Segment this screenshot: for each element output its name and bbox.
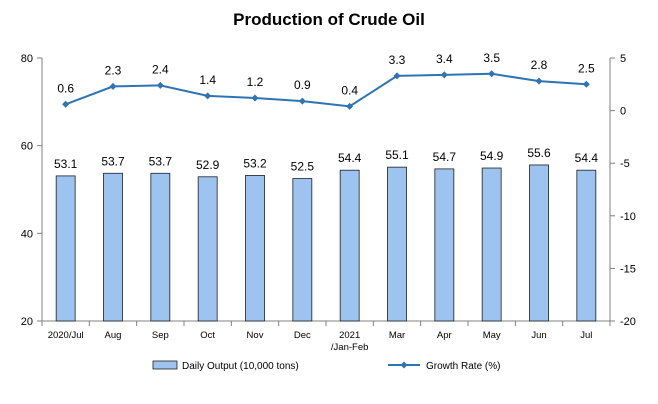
line-value-label: 0.6 bbox=[57, 81, 74, 95]
bar bbox=[150, 172, 171, 322]
y-left-tick-label: 80 bbox=[21, 53, 33, 65]
line-value-label: 2.3 bbox=[105, 63, 122, 77]
line-value-label: 0.4 bbox=[341, 83, 358, 97]
bar bbox=[339, 169, 360, 322]
line-marker bbox=[535, 77, 543, 85]
line-marker bbox=[440, 71, 448, 79]
y-right-tick-label: -10 bbox=[620, 211, 636, 223]
line-value-label: 3.3 bbox=[389, 53, 406, 67]
bar-value-label: 53.7 bbox=[101, 154, 125, 168]
y-right-tick-label: -15 bbox=[620, 263, 636, 275]
bar-series bbox=[55, 164, 597, 322]
line-marker bbox=[204, 92, 212, 100]
y-right-tick-label: -5 bbox=[620, 158, 630, 170]
x-tick-label: 2020/Jul bbox=[48, 330, 84, 341]
y-left-tick-label: 40 bbox=[21, 228, 33, 240]
bar bbox=[103, 172, 123, 322]
data-labels: 53.1 53.7 53.7 52.9 53.2 52.5 54.4 55.1 54.7 54.9… bbox=[54, 51, 598, 174]
growth-line bbox=[65, 72, 587, 108]
bar bbox=[197, 176, 218, 322]
x-tick-label: May bbox=[483, 330, 501, 341]
line-value-label: 1.2 bbox=[247, 75, 264, 89]
line-value-label: 2.8 bbox=[531, 58, 548, 72]
line-marker bbox=[298, 97, 306, 105]
y-left-tick-label: 20 bbox=[21, 316, 33, 328]
line-value-label: 2.5 bbox=[578, 61, 595, 75]
line-marker bbox=[109, 82, 117, 90]
line-value-label: 1.4 bbox=[199, 73, 216, 87]
line-series bbox=[62, 70, 590, 110]
x-tick-label: Apr bbox=[437, 330, 452, 341]
x-tick-label: Sep bbox=[152, 330, 169, 341]
line-value-label: 0.9 bbox=[294, 78, 311, 92]
line-marker bbox=[62, 100, 70, 108]
bar-value-label: 52.5 bbox=[291, 160, 315, 174]
bar bbox=[55, 175, 76, 322]
legend-label-line: Growth Rate (%) bbox=[426, 361, 500, 372]
line-marker bbox=[251, 94, 259, 102]
bar-value-label: 54.4 bbox=[575, 151, 599, 165]
x-tick-label: Jun bbox=[531, 330, 546, 341]
y-right-tick-label: 5 bbox=[620, 53, 626, 65]
y-left-tick-label: 60 bbox=[21, 141, 33, 153]
line-marker bbox=[346, 102, 354, 110]
legend-label-bar: Daily Output (10,000 tons) bbox=[182, 361, 299, 372]
y-right-tick-label: 0 bbox=[620, 106, 626, 118]
chart-legend: Daily Output (10,000 tons) Growth Rate (%… bbox=[152, 360, 500, 372]
y-right-tick-label: -20 bbox=[620, 316, 636, 328]
line-marker bbox=[488, 70, 496, 78]
x-tick-label: 2021 bbox=[339, 330, 360, 341]
legend-swatch-bar bbox=[152, 360, 178, 370]
x-tick-label: Jul bbox=[580, 330, 592, 341]
x-tick-label: /Jan-Feb bbox=[331, 342, 369, 353]
bar-value-label: 53.7 bbox=[149, 154, 173, 168]
bar-value-label: 54.9 bbox=[480, 149, 504, 163]
x-tick-label: Aug bbox=[105, 330, 122, 341]
line-value-label: 3.4 bbox=[436, 52, 453, 66]
bar bbox=[434, 168, 455, 322]
bar-value-label: 54.4 bbox=[338, 151, 362, 165]
x-tick-label: Oct bbox=[200, 330, 215, 341]
bar bbox=[387, 166, 407, 322]
x-tick-label: Dec bbox=[294, 330, 311, 341]
bar bbox=[292, 178, 313, 322]
line-marker bbox=[393, 72, 401, 80]
bar-value-label: 53.1 bbox=[54, 157, 78, 171]
bar-value-label: 53.2 bbox=[243, 156, 267, 170]
legend-swatch-marker bbox=[400, 361, 408, 369]
chart-axes: 20 40 60 80 -20 -15 -10 -5 0 5 2020/Jul Aug Sep Oct No… bbox=[21, 53, 636, 353]
bar-value-label: 55.1 bbox=[385, 148, 409, 162]
bar bbox=[576, 169, 597, 322]
bar bbox=[481, 167, 502, 322]
bar bbox=[245, 175, 265, 322]
bar-value-label: 55.6 bbox=[527, 146, 551, 160]
chart-title: Production of Crude Oil bbox=[233, 10, 425, 29]
bar bbox=[529, 164, 549, 322]
line-marker bbox=[582, 80, 590, 88]
bar-value-label: 54.7 bbox=[433, 150, 457, 164]
x-tick-label: Nov bbox=[247, 330, 264, 341]
bar-value-label: 52.9 bbox=[196, 158, 220, 172]
line-value-label: 2.4 bbox=[152, 62, 169, 76]
x-tick-label: Mar bbox=[389, 330, 405, 341]
line-value-label: 3.5 bbox=[483, 51, 500, 65]
line-marker bbox=[156, 81, 164, 89]
